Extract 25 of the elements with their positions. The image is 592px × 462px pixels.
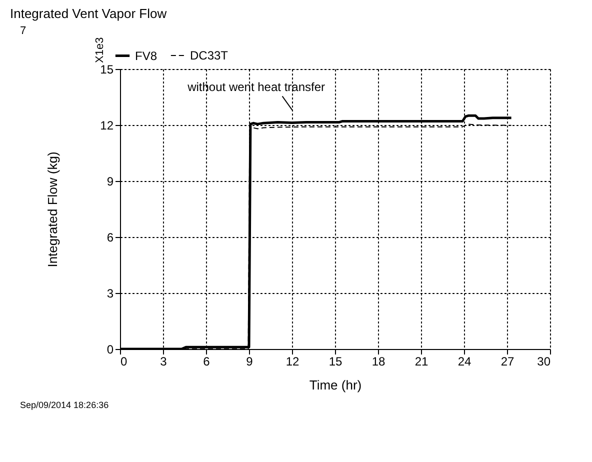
x-tick-label: 12 bbox=[286, 354, 300, 368]
chart-title: Integrated Vent Vapor Flow bbox=[10, 6, 168, 21]
y-tick-label: 6 bbox=[106, 230, 114, 244]
x-tick-label: 6 bbox=[203, 354, 210, 368]
text: Sep/09/2014 18:26:36 bbox=[20, 400, 109, 410]
x-axis-title: Time (hr) bbox=[309, 378, 362, 392]
y-tick-label: 15 bbox=[100, 62, 114, 76]
y-axis-title: Integrated Flow (kg) bbox=[45, 152, 60, 268]
x-tick-label: 15 bbox=[328, 354, 342, 368]
x-tick-label: 9 bbox=[246, 354, 254, 368]
y-tick-label: 3 bbox=[106, 286, 114, 300]
x-tick-label: 30 bbox=[537, 354, 551, 368]
legend-label: FV8 bbox=[135, 48, 158, 63]
x-tick-label: 21 bbox=[414, 354, 428, 368]
text: X1e3 bbox=[94, 37, 106, 63]
y-tick-label: 0 bbox=[106, 342, 114, 356]
x-tick-label: 18 bbox=[372, 354, 386, 368]
text: 7 bbox=[20, 25, 26, 37]
x-tick-label: 24 bbox=[458, 354, 472, 368]
x-tick-label: 27 bbox=[500, 354, 514, 368]
legend-label: DC33T bbox=[190, 48, 229, 62]
y-tick-label: 9 bbox=[106, 174, 114, 188]
y-tick-label: 12 bbox=[100, 118, 114, 132]
x-tick-label: 0 bbox=[120, 354, 128, 368]
x-tick-label: 3 bbox=[160, 354, 168, 368]
